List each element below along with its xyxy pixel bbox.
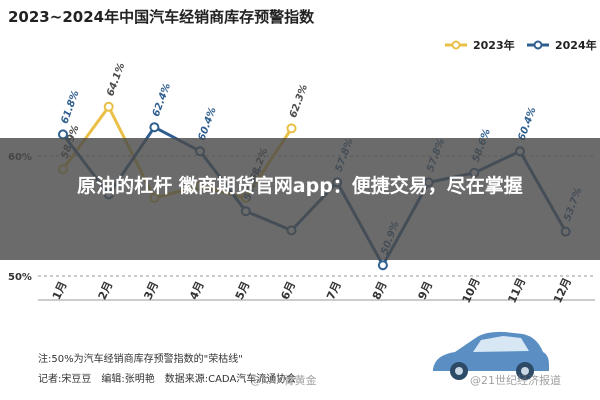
chart-note: 注:50%为汽车经销商库存预警指数的"荣枯线" <box>38 354 243 365</box>
legend-label: 2024年 <box>555 38 597 52</box>
chart-credits: 记者:宋豆豆 编辑:张明艳 数据来源:CADA汽车流通协会 <box>38 374 297 385</box>
legend-swatch-marker <box>451 40 461 50</box>
x-tick-label: 11月 <box>505 276 528 305</box>
data-point <box>286 123 297 134</box>
watermark-right: @21世纪经济报道 <box>470 374 561 387</box>
chart-title: 2023~2024年中国汽车经销商库存预警指数 <box>8 8 315 26</box>
x-tick-label: 3月 <box>141 279 161 301</box>
data-label: 64.1% <box>105 61 127 97</box>
car-icon <box>433 331 549 380</box>
promo-overlay-band <box>0 138 600 260</box>
data-point <box>149 122 160 133</box>
x-tick-label: 1月 <box>50 279 70 301</box>
data-label: 62.3% <box>288 83 310 119</box>
x-tick-label: 4月 <box>187 279 207 301</box>
x-tick-label: 12月 <box>551 276 574 305</box>
promo-overlay-text: 原油的杠杆 徽商期货官网app：便捷交易，尽在掌握 <box>77 175 523 197</box>
data-label: 60.4% <box>197 106 219 142</box>
x-tick-label: 9月 <box>416 279 436 301</box>
x-tick-label: 10月 <box>460 276 483 305</box>
data-label: 61.8% <box>59 89 81 125</box>
legend-swatch-marker <box>533 40 543 50</box>
x-tick-label: 7月 <box>324 279 344 301</box>
x-tick-label: 2月 <box>96 279 116 301</box>
legend-label: 2023年 <box>473 38 515 52</box>
data-label: 60.4% <box>516 106 538 142</box>
y-tick-label: 50% <box>8 272 32 283</box>
data-point <box>103 101 114 112</box>
watermark-left: @XXX青黄金 <box>250 374 317 387</box>
data-point <box>377 260 388 271</box>
x-tick-label: 6月 <box>278 279 298 301</box>
x-tick-label: 8月 <box>370 279 390 301</box>
data-label: 62.4% <box>151 82 173 118</box>
x-tick-label: 5月 <box>233 279 253 301</box>
